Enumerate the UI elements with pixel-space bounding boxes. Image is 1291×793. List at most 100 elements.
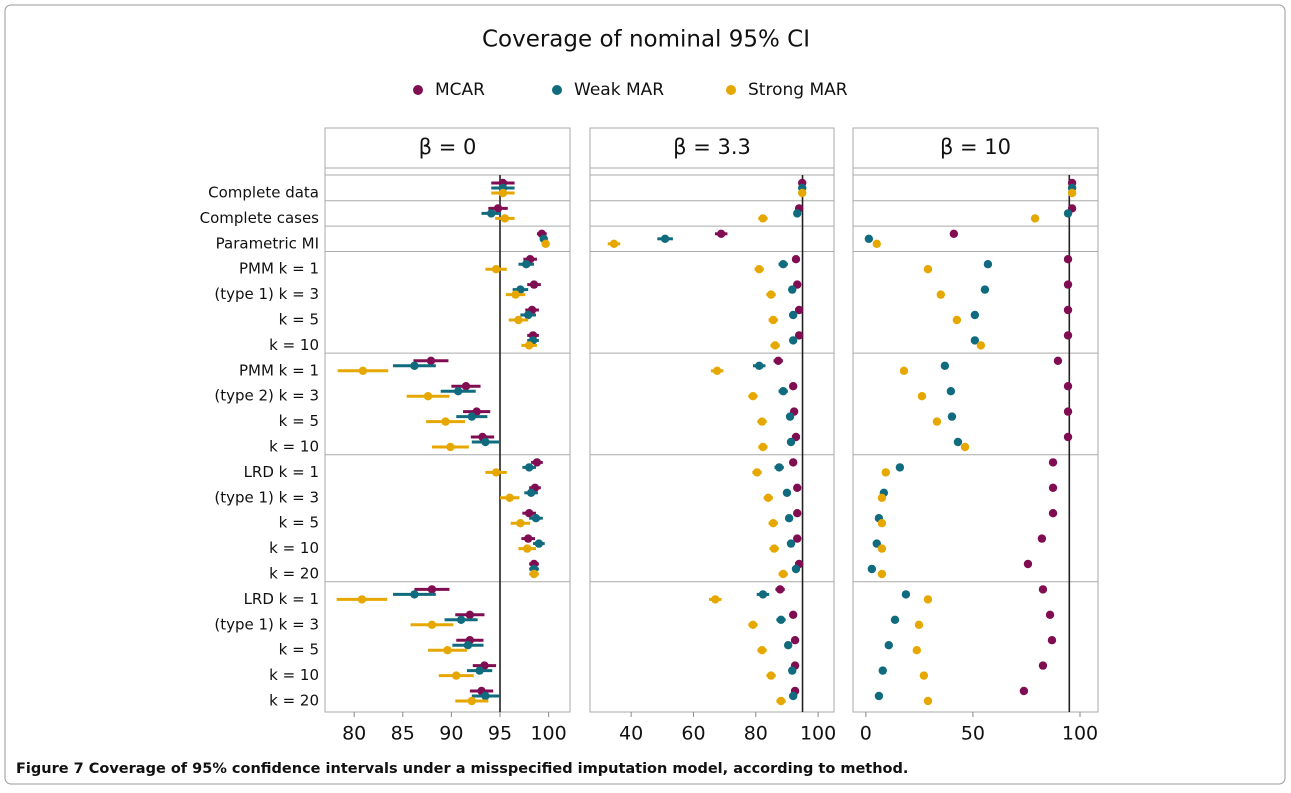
point [782,488,792,497]
point [791,564,801,574]
point [500,214,510,223]
point [766,671,776,680]
point [493,204,503,213]
point [788,310,798,320]
point [874,691,884,701]
point [446,442,455,452]
point [952,315,962,325]
category-label: k = 5 [279,514,319,532]
point [481,437,490,447]
x-tick-label: 80 [342,723,366,745]
point [899,366,909,375]
category-label: (type 2) k = 3 [214,387,319,405]
point [769,519,778,528]
category-label: LRD k = 1 [244,590,319,608]
point [514,315,523,325]
point [505,493,514,502]
strip-label: β = 0 [419,135,477,159]
strip-label: β = 10 [940,135,1011,159]
point [881,468,890,477]
point [712,366,722,375]
point [452,671,461,680]
point [487,209,496,218]
point [456,615,466,624]
point [788,458,798,467]
point [465,610,475,619]
point [769,544,779,553]
point [791,255,801,264]
point [427,585,437,594]
point [932,417,942,426]
category-label: (type 1) k = 3 [214,285,319,303]
point [867,564,877,574]
x-tick-label: 85 [391,723,415,745]
point [410,590,419,599]
x-tick-label: 100 [530,723,566,745]
point [426,356,436,365]
point [1063,305,1073,315]
point [757,417,767,426]
point [798,188,807,198]
category-label: k = 10 [269,438,319,456]
legend-label: MCAR [435,80,485,100]
point [441,417,450,426]
point [1063,432,1073,442]
point [524,463,534,472]
category-label: k = 5 [279,311,319,329]
point [790,636,800,645]
point [534,539,544,548]
point [1053,356,1063,365]
point [788,382,798,391]
point [936,290,946,299]
point [755,265,764,274]
category-label: Complete cases [200,209,320,227]
point [788,666,797,675]
point [946,387,956,396]
point [1063,407,1073,416]
legend-marker [413,85,423,95]
point [716,229,726,238]
point [784,514,794,523]
point [890,615,900,624]
point [1019,686,1029,696]
point [1067,188,1077,198]
point [794,305,804,315]
point [895,463,905,472]
point [884,641,893,650]
x-tick-label: 100 [1062,723,1098,745]
point [1023,559,1033,569]
point [917,392,927,401]
category-label: k = 20 [269,692,319,710]
point [461,382,471,391]
point [1048,509,1058,518]
point [481,691,490,701]
point [467,412,477,421]
point [953,437,963,447]
point [357,595,367,604]
point [864,234,874,243]
chart-title: Coverage of nominal 95% CI [482,27,810,53]
x-tick-label: 80 [744,723,768,745]
x-tick-label: 90 [439,723,463,745]
point [524,509,534,518]
point [923,696,933,706]
point [764,493,773,502]
point [770,341,780,350]
x-tick-label: 0 [860,723,872,745]
point [529,569,539,579]
point [901,590,911,599]
point [660,234,670,243]
point [758,442,768,452]
point [423,392,433,401]
point [878,666,887,675]
point [1037,534,1047,543]
category-label: LRD k = 1 [244,463,319,481]
strip [324,127,571,169]
point [1048,483,1058,492]
point [463,641,473,650]
point [427,620,437,629]
point [947,412,957,421]
point [877,493,887,502]
point [1038,661,1048,670]
legend-marker [552,85,562,95]
